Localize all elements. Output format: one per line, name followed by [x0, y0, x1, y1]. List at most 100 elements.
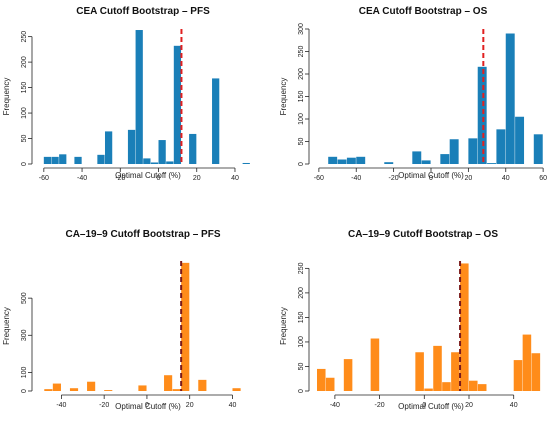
histogram-bar: [346, 157, 356, 164]
histogram-bar: [143, 158, 151, 164]
histogram-bar: [325, 377, 335, 391]
histogram-bar: [164, 375, 173, 391]
y-tick-label: 300: [21, 329, 28, 341]
histogram-bar: [477, 66, 487, 164]
histogram-bar: [533, 134, 543, 164]
y-tick-label: 100: [298, 336, 305, 348]
histogram-bar: [173, 45, 182, 165]
histogram-bar: [69, 388, 79, 391]
histogram-bar: [460, 263, 469, 391]
histogram-bar: [415, 352, 424, 391]
histogram-bar: [232, 388, 241, 391]
x-tick-label: -20: [99, 402, 109, 409]
x-tick-label: 40: [510, 402, 518, 409]
chart-title: CA–19–9 Cutoff Bootstrap – PFS: [65, 229, 220, 240]
y-tick-label: 0: [298, 389, 305, 393]
histogram-bar: [442, 382, 451, 391]
histogram-bar: [44, 389, 53, 391]
histogram-bar: [487, 163, 497, 164]
histogram-bar: [384, 162, 394, 164]
histogram-bar: [468, 138, 478, 164]
x-tick-label: 0: [422, 402, 426, 409]
y-tick-label: 200: [21, 56, 28, 68]
histogram-bar: [158, 140, 166, 164]
histogram-bar: [212, 78, 220, 164]
x-tick-label: -40: [330, 402, 340, 409]
y-tick-label: 0: [21, 389, 28, 393]
x-tick-label: 0: [157, 175, 161, 182]
histogram-bar: [531, 353, 541, 391]
histogram-bar: [440, 154, 450, 164]
histogram-bar: [356, 156, 366, 164]
histogram-bar: [172, 389, 181, 391]
histogram-bar: [337, 159, 347, 164]
y-tick-label: 250: [21, 31, 28, 43]
histogram-bar: [412, 151, 422, 164]
x-tick-label: 20: [193, 175, 201, 182]
histogram-bar: [166, 161, 174, 164]
x-tick-label: -40: [56, 402, 66, 409]
x-tick-label: 40: [229, 402, 237, 409]
y-axis-label: Frequency: [279, 307, 288, 345]
x-tick-label: -60: [39, 175, 49, 182]
x-tick-label: 20: [186, 402, 194, 409]
y-tick-label: 250: [298, 46, 305, 58]
y-axis-label: Frequency: [2, 78, 11, 116]
histogram-bar: [52, 383, 61, 391]
chart-panel-2: CEA Cutoff Bootstrap – OS050100150200250…: [279, 6, 547, 182]
histogram-bar: [104, 390, 113, 391]
x-tick-label: 20: [465, 402, 473, 409]
histogram-bar: [74, 156, 82, 164]
x-axis-label: Optimal Cutoff (%): [398, 402, 464, 411]
y-tick-label: 100: [298, 113, 305, 125]
x-tick-label: -20: [115, 175, 125, 182]
y-tick-label: 0: [298, 162, 305, 166]
y-tick-label: 200: [298, 68, 305, 80]
x-tick-label: -20: [375, 402, 385, 409]
y-tick-label: 300: [298, 23, 305, 35]
x-axis-label: Optimal Cutoff (%): [398, 171, 464, 180]
histogram-bar: [370, 338, 380, 391]
histogram-bar: [449, 139, 459, 164]
histogram-bar: [51, 156, 59, 164]
histogram-bar: [424, 388, 433, 391]
histogram-bar: [104, 131, 113, 164]
histogram-bar: [138, 385, 147, 391]
y-tick-label: 50: [21, 135, 28, 143]
x-tick-label: -40: [77, 175, 87, 182]
y-axis-label: Frequency: [2, 307, 11, 345]
x-tick-label: 0: [429, 175, 433, 182]
x-tick-label: -20: [389, 175, 399, 182]
histogram-bar: [198, 379, 207, 391]
y-tick-label: 200: [298, 287, 305, 299]
x-tick-label: -60: [314, 175, 324, 182]
y-tick-label: 250: [298, 262, 305, 274]
histogram-bar: [513, 360, 523, 391]
y-tick-label: 150: [298, 311, 305, 323]
chart-title: CEA Cutoff Bootstrap – OS: [359, 6, 488, 17]
y-tick-label: 0: [21, 162, 28, 166]
x-axis-label: Optimal Cutoff (%): [115, 171, 181, 180]
chart-panel-3: CA–19–9 Cutoff Bootstrap – PFS 0 100 300 500…: [2, 229, 241, 411]
histogram-bar: [522, 334, 532, 391]
y-tick-label: 100: [21, 366, 28, 378]
y-tick-label: 500: [21, 292, 28, 304]
x-tick-label: -40: [351, 175, 361, 182]
chart-title: CA–19–9 Cutoff Bootstrap – OS: [348, 229, 498, 240]
histogram-bar: [469, 380, 478, 391]
histogram-bar: [433, 345, 442, 391]
x-tick-label: 20: [464, 175, 472, 182]
chart-title: CEA Cutoff Bootstrap – PFS: [76, 6, 210, 17]
histogram-bar: [496, 129, 506, 164]
chart-panel-4: CA–19–9 Cutoff Bootstrap – OS 0 50 100 150 20…: [279, 229, 541, 411]
histogram-bar: [421, 160, 431, 164]
histogram-bar: [97, 154, 105, 164]
histogram-bar: [515, 116, 525, 164]
chart-panel-1: CEA Cutoff Bootstrap – PFS05010015020025…: [2, 6, 250, 182]
histogram-bar: [189, 133, 197, 164]
histogram-bar: [135, 30, 143, 164]
y-tick-label: 150: [21, 82, 28, 94]
y-tick-label: 100: [21, 107, 28, 119]
histogram-bar: [43, 156, 52, 164]
